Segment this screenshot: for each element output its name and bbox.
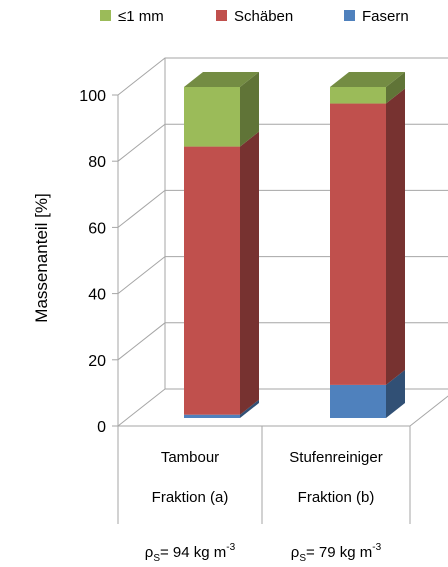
x-tick-label: Fraktion (b) — [298, 489, 375, 506]
legend-label-schben: Schäben — [234, 8, 293, 25]
y-axis-label: Massenanteil [%] — [32, 193, 51, 322]
grid-layer — [117, 57, 448, 427]
density-note: ρS= 94 kg m-3 — [145, 542, 236, 564]
gridline — [117, 57, 448, 96]
bar-schben-2-side — [386, 88, 405, 385]
bar-1mm-1-side — [240, 72, 259, 147]
density-note: ρS= 79 kg m-3 — [291, 542, 382, 564]
bar-1mm-1-top — [184, 72, 259, 87]
bar-1mm-2-front — [330, 87, 386, 104]
bar-schben-2-front — [330, 103, 386, 385]
legend-swatch-1mm — [100, 10, 111, 21]
y-tick-label: 60 — [88, 220, 106, 237]
x-tick-label: Stufenreiniger — [289, 449, 382, 466]
floor-right-edge — [409, 395, 448, 427]
bar-fasern-1-front — [184, 414, 240, 418]
bar-1mm-2-side — [386, 72, 405, 104]
bar-schben-1-side — [240, 131, 259, 415]
bar-schben-1-front — [184, 146, 240, 415]
bar-fasern-1-side — [240, 399, 259, 418]
bar-fasern-2-side — [386, 369, 405, 418]
y-tick-label: 20 — [88, 353, 106, 370]
x-tick-label: Fraktion (a) — [152, 489, 229, 506]
legend-label-fasern: Fasern — [362, 8, 409, 25]
bar-layer — [184, 72, 405, 418]
y-tick-label: 100 — [79, 88, 106, 105]
x-tick-label: Tambour — [161, 449, 219, 466]
legend-label-1mm: ≤1 mm — [118, 8, 164, 25]
bar-fasern-2-front — [330, 384, 386, 418]
legend-swatch-schben — [216, 10, 227, 21]
y-tick-label: 0 — [97, 419, 106, 436]
axis-layer: 0 20 40 60 80 100 Tambour Fraktion (a) ρS= 94 kg… — [79, 88, 411, 564]
legend: ≤1 mm Schäben Fasern — [100, 8, 409, 25]
bar-1mm-2-top — [330, 72, 405, 87]
legend-swatch-fasern — [344, 10, 355, 21]
bar-1mm-1-front — [184, 87, 240, 147]
y-tick-label: 80 — [88, 154, 106, 171]
y-tick-label: 40 — [88, 287, 106, 304]
